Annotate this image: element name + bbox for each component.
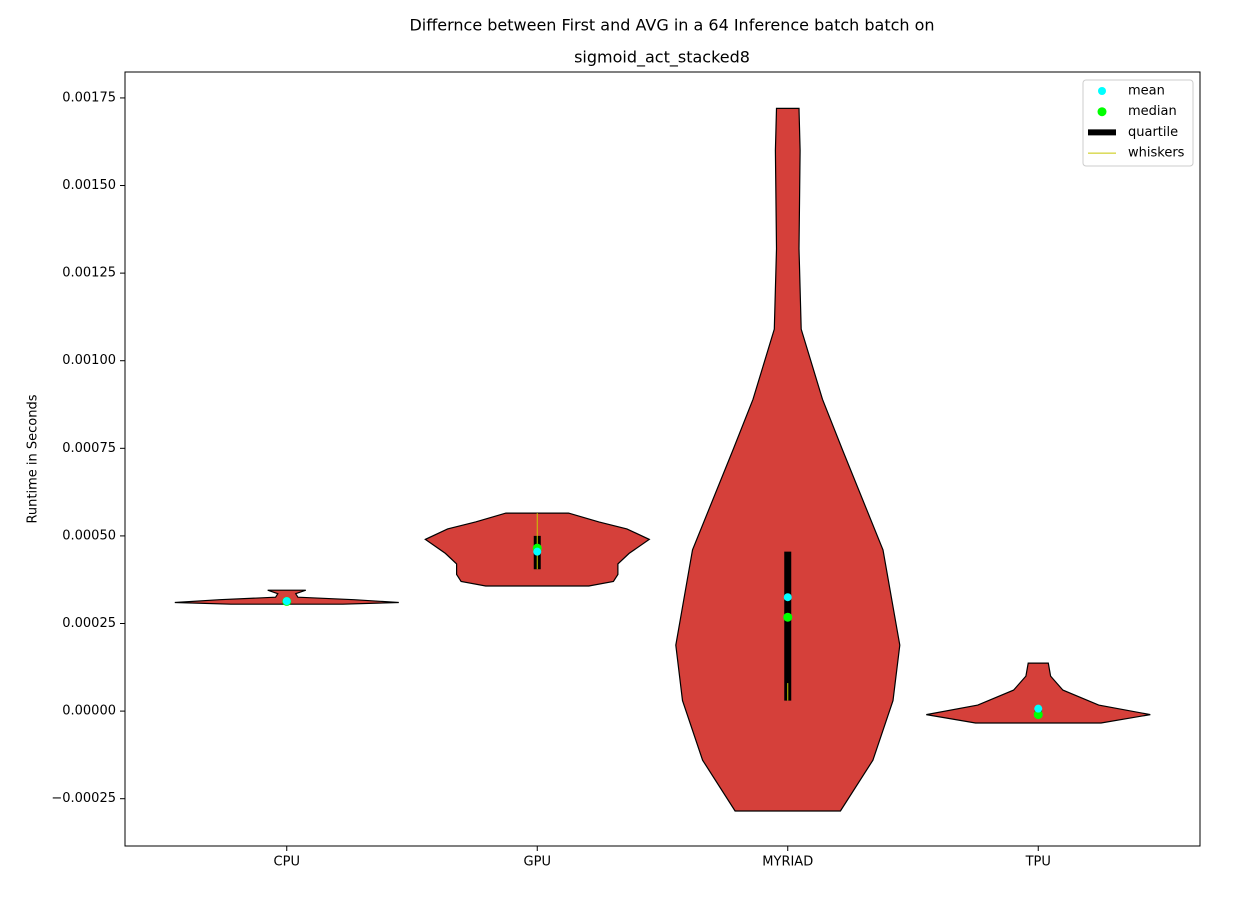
legend-label: mean (1128, 84, 1165, 99)
x-tick-label: TPU (1025, 855, 1051, 870)
chart-title: Differnce between First and AVG in a 64 … (409, 16, 934, 35)
y-tick-label: 0.00050 (62, 528, 116, 543)
mean-dot (282, 597, 291, 606)
y-tick-label: 0.00125 (62, 266, 116, 281)
y-tick-label: 0.00000 (62, 704, 116, 719)
y-tick-label: 0.00075 (62, 441, 116, 456)
mean-dot (1034, 704, 1043, 713)
y-axis-label: Runtime in Seconds (26, 394, 41, 523)
chart-subtitle: sigmoid_act_stacked8 (574, 48, 750, 68)
y-tick-label: 0.00100 (62, 353, 116, 368)
violin-body (926, 662, 1151, 724)
median-dot (783, 612, 793, 622)
legend-label: quartile (1128, 125, 1178, 140)
y-tick-label: −0.00025 (51, 791, 116, 806)
y-tick-label: 0.00175 (62, 90, 116, 105)
y-tick-label: 0.00150 (62, 178, 116, 193)
legend-marker (1098, 87, 1106, 95)
legend-box (1082, 79, 1194, 167)
violin-body (675, 107, 901, 812)
legend-marker (1097, 107, 1107, 117)
median-dot (1033, 710, 1043, 720)
y-tick-label: 0.00025 (62, 616, 116, 631)
mean-dot (783, 593, 792, 602)
plot-frame (124, 71, 1201, 847)
mean-dot (533, 547, 542, 556)
legend-label: whiskers (1128, 146, 1185, 161)
legend-label: median (1128, 104, 1177, 119)
x-tick-label: MYRIAD (762, 855, 813, 870)
x-tick-label: GPU (524, 855, 551, 870)
x-tick-label: CPU (274, 855, 300, 870)
